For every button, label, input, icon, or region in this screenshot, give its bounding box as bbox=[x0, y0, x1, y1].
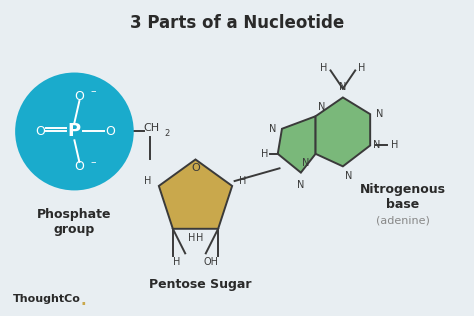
Text: O: O bbox=[191, 163, 200, 173]
Text: N: N bbox=[318, 102, 326, 112]
Text: H: H bbox=[320, 63, 328, 73]
Text: H: H bbox=[239, 176, 246, 186]
Text: Phosphate
group: Phosphate group bbox=[37, 208, 112, 236]
Text: N: N bbox=[297, 180, 305, 190]
Text: 3 Parts of a Nucleotide: 3 Parts of a Nucleotide bbox=[130, 14, 344, 32]
Text: .: . bbox=[81, 293, 86, 308]
Text: N: N bbox=[339, 82, 346, 92]
Text: (adenine): (adenine) bbox=[376, 216, 430, 226]
Text: OH: OH bbox=[203, 257, 218, 267]
Text: O: O bbox=[35, 125, 45, 138]
Text: N: N bbox=[376, 109, 383, 119]
Text: N: N bbox=[373, 141, 380, 150]
Text: N: N bbox=[269, 124, 276, 134]
Text: O: O bbox=[74, 160, 84, 173]
Text: H: H bbox=[262, 149, 269, 159]
Text: O: O bbox=[105, 125, 115, 138]
Text: P: P bbox=[68, 123, 81, 141]
Text: H: H bbox=[144, 176, 152, 186]
Text: N: N bbox=[302, 158, 310, 168]
Polygon shape bbox=[159, 160, 232, 229]
Text: H: H bbox=[391, 141, 398, 150]
Text: H: H bbox=[358, 63, 365, 73]
Circle shape bbox=[15, 73, 134, 191]
Text: Pentose Sugar: Pentose Sugar bbox=[149, 278, 252, 291]
Text: H: H bbox=[173, 257, 181, 267]
Text: –: – bbox=[91, 86, 96, 96]
Text: CH: CH bbox=[144, 123, 160, 133]
Text: –: – bbox=[91, 157, 96, 167]
Text: O: O bbox=[74, 90, 84, 103]
Text: H: H bbox=[188, 233, 195, 243]
Text: 2: 2 bbox=[164, 129, 170, 138]
Text: N: N bbox=[346, 171, 353, 181]
Text: Nitrogenous
base: Nitrogenous base bbox=[360, 183, 446, 211]
Polygon shape bbox=[278, 116, 316, 173]
Text: ThoughtCo: ThoughtCo bbox=[13, 295, 81, 305]
Polygon shape bbox=[316, 97, 370, 166]
Text: H: H bbox=[196, 233, 203, 243]
